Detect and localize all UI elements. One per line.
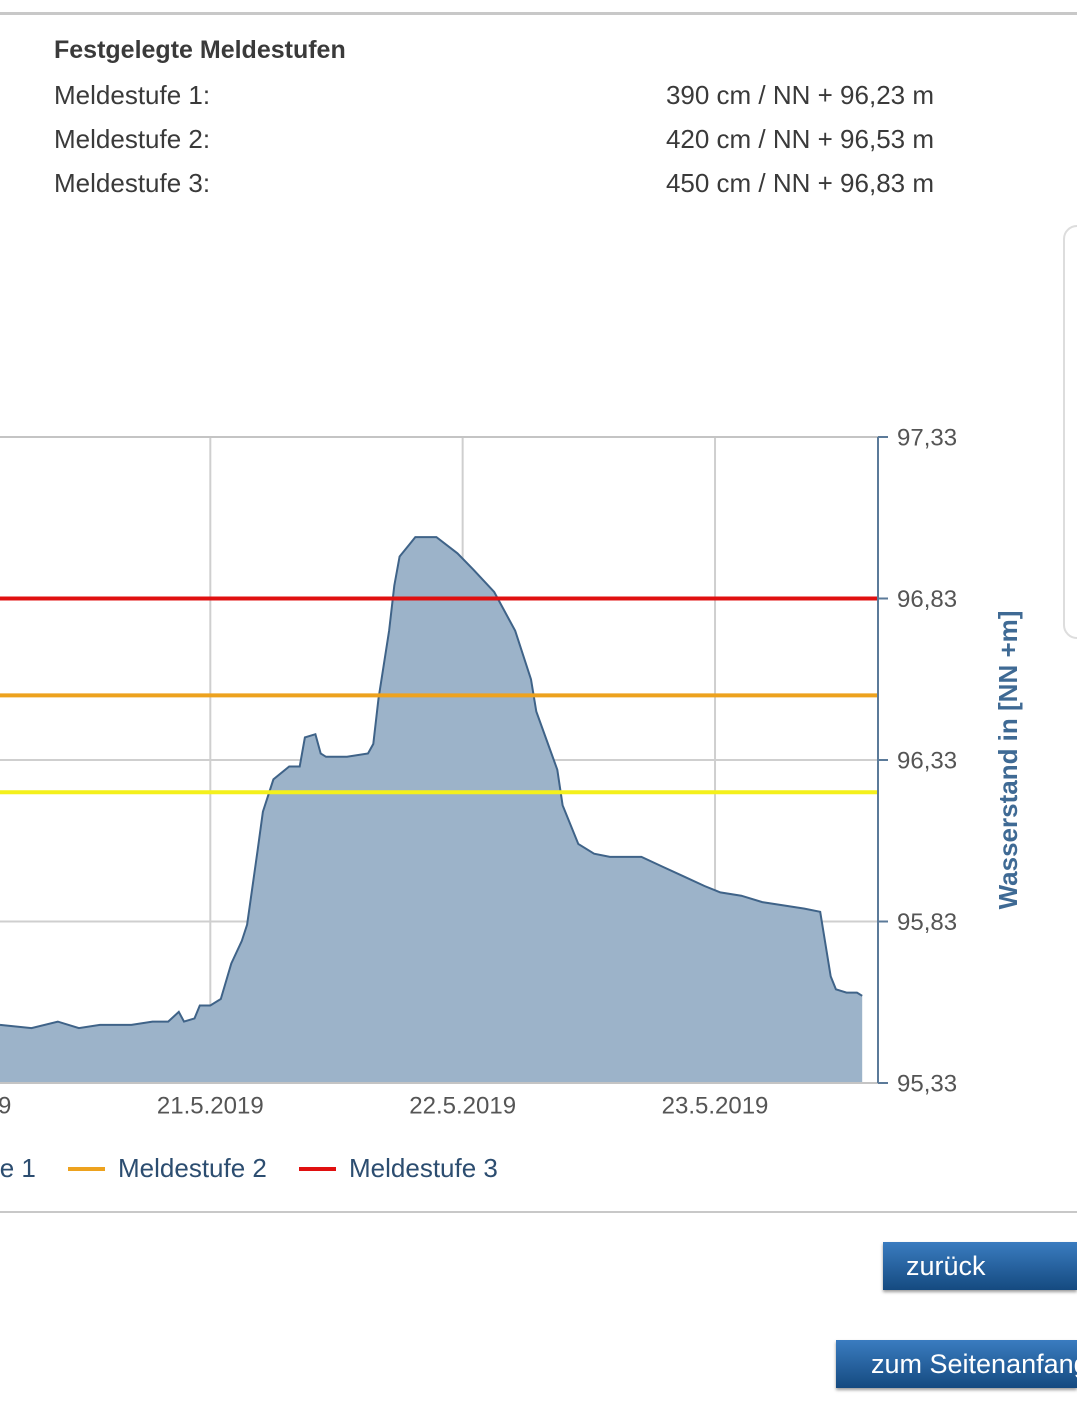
y-tick-label: 96,33 bbox=[897, 747, 957, 774]
legend-label: Meldestufe 1 bbox=[0, 1153, 36, 1183]
legend-label: Meldestufe 3 bbox=[349, 1153, 498, 1183]
x-tick-label: 23.5.2019 bbox=[662, 1092, 769, 1119]
level-row: Meldestufe 2: 420 cm / NN + 96,53 m bbox=[54, 124, 934, 155]
y-tick-label: 95,83 bbox=[897, 909, 957, 936]
x-tick-label: 22.5.2019 bbox=[409, 1092, 516, 1119]
y-axis-title: Wasserstand in [NN +m] bbox=[993, 611, 1023, 910]
x-tick-label: 21.5.2019 bbox=[157, 1092, 264, 1119]
level-row: Meldestufe 1: 390 cm / NN + 96,23 m bbox=[54, 80, 934, 111]
level-label: Meldestufe 2: bbox=[54, 124, 211, 154]
area bbox=[0, 537, 863, 1083]
y-tick-label: 96,83 bbox=[897, 586, 957, 613]
level-label: Meldestufe 1: bbox=[54, 80, 211, 110]
y-tick-label: 95,33 bbox=[897, 1070, 957, 1097]
level-value: 420 cm / NN + 96,53 m bbox=[665, 124, 934, 154]
level-row: Meldestufe 3: 450 cm / NN + 96,83 m bbox=[54, 168, 934, 199]
x-tick-label: 20.5.2019 bbox=[0, 1092, 11, 1119]
level-value: 390 cm / NN + 96,23 m bbox=[665, 80, 934, 110]
divider bbox=[0, 12, 1077, 15]
y-tick-label: 97,33 bbox=[897, 424, 957, 451]
top-button[interactable]: zum Seitenanfang bbox=[836, 1340, 1077, 1388]
chart: Wasserstand in [NN +m] 95,33 95,83 96,33 96… bbox=[0, 424, 1077, 1213]
back-button[interactable]: zurück bbox=[883, 1242, 1077, 1290]
legend-label: Meldestufe 2 bbox=[118, 1153, 267, 1183]
area-line bbox=[0, 536, 863, 1030]
level-label: Meldestufe 3: bbox=[54, 168, 211, 198]
section-title: Festgelegte Meldestufen bbox=[54, 36, 346, 64]
level-value: 450 cm / NN + 96,83 m bbox=[665, 168, 934, 198]
